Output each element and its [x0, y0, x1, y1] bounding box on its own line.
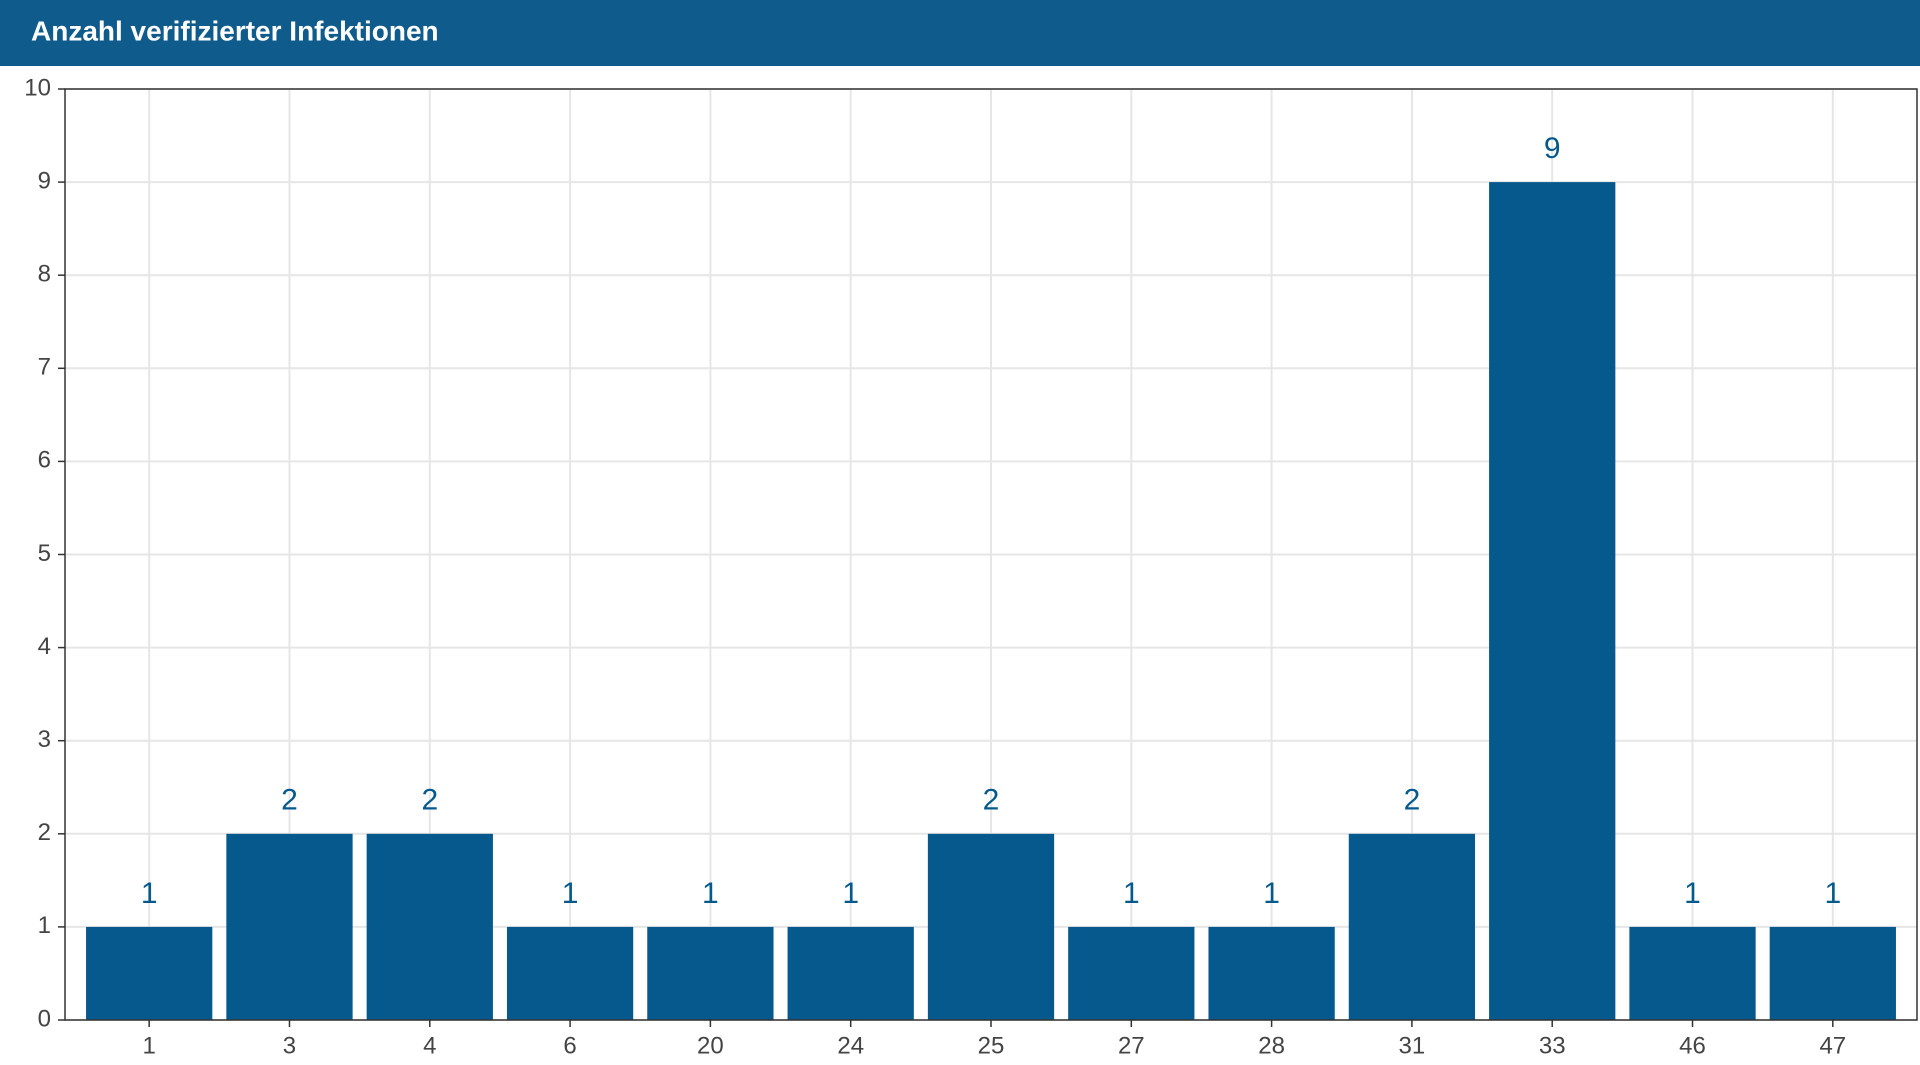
bar — [1769, 926, 1896, 1020]
x-tick-label: 46 — [1679, 1032, 1706, 1059]
value-label: 1 — [141, 877, 158, 910]
y-tick-label: 1 — [38, 912, 51, 939]
x-tick-label: 33 — [1539, 1032, 1566, 1059]
bar — [927, 833, 1055, 1020]
value-label: 2 — [421, 784, 438, 817]
x-tick-label: 27 — [1118, 1032, 1145, 1059]
bar — [506, 926, 634, 1020]
bar — [1348, 833, 1476, 1020]
x-tick-label: 25 — [978, 1032, 1005, 1059]
x-tick-label: 28 — [1258, 1032, 1285, 1059]
bar — [226, 833, 353, 1020]
y-tick-label: 7 — [38, 354, 51, 381]
x-tick-label: 6 — [563, 1032, 576, 1059]
x-tick-label: 1 — [143, 1032, 156, 1059]
y-tick-label: 8 — [38, 261, 51, 288]
value-label: 1 — [1263, 877, 1280, 910]
y-tick-label: 10 — [24, 74, 51, 101]
x-tick-label: 47 — [1819, 1032, 1846, 1059]
y-tick-label: 4 — [38, 633, 51, 660]
value-label: 1 — [842, 877, 859, 910]
bar — [86, 926, 213, 1020]
plot-frame — [64, 88, 1918, 1021]
bar — [787, 926, 914, 1020]
value-label: 2 — [281, 784, 298, 817]
y-tick-label: 6 — [38, 447, 51, 474]
y-tick-label: 0 — [38, 1005, 51, 1032]
value-label: 1 — [1824, 877, 1841, 910]
value-label: 1 — [702, 877, 719, 910]
y-tick-label: 2 — [38, 819, 51, 846]
x-tick-label: 20 — [697, 1032, 724, 1059]
bar — [1068, 926, 1195, 1020]
bar — [647, 926, 774, 1020]
value-label: 1 — [562, 877, 579, 910]
x-tick-label: 4 — [423, 1032, 436, 1059]
value-label: 1 — [1684, 877, 1701, 910]
value-label: 1 — [1123, 877, 1140, 910]
bar — [1489, 182, 1616, 1021]
bar — [366, 833, 493, 1020]
value-label: 2 — [983, 784, 1000, 817]
chart-title: Anzahl verifizierter Infektionen — [31, 15, 439, 46]
y-tick-label: 5 — [38, 540, 51, 567]
value-label: 2 — [1404, 784, 1421, 817]
x-tick-label: 3 — [283, 1032, 296, 1059]
y-tick-label: 3 — [38, 726, 51, 753]
y-tick-label: 9 — [38, 167, 51, 194]
bar — [1629, 926, 1756, 1020]
value-label: 9 — [1544, 132, 1561, 165]
header-bar — [0, 0, 1920, 66]
x-tick-label: 24 — [837, 1032, 864, 1059]
x-tick-label: 31 — [1399, 1032, 1426, 1059]
bar — [1208, 926, 1335, 1020]
